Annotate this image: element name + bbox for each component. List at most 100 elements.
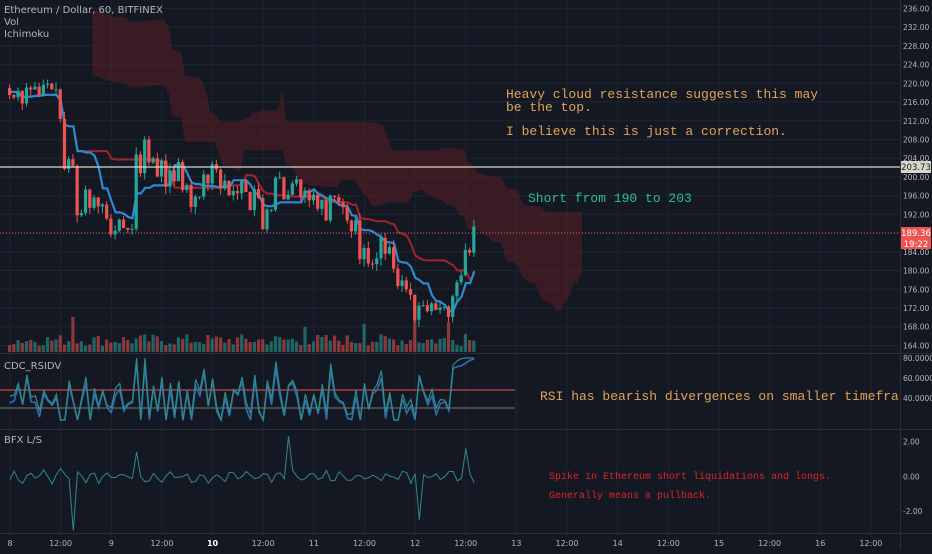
volume-bar (231, 344, 235, 352)
volume-bar (172, 344, 176, 352)
candle (337, 193, 341, 206)
price-tick-label: 236.00 (903, 4, 929, 13)
candle-body (12, 95, 16, 98)
volume-bar (117, 343, 121, 352)
candle (62, 111, 67, 171)
time-tick-label: 12:00 (353, 539, 376, 548)
candle-body (130, 228, 134, 230)
time-tick-label: 12:00 (454, 539, 477, 548)
candle (181, 159, 185, 193)
rsi-tick-label: 40.0000 (903, 394, 932, 403)
price-tick-label: 216.00 (903, 98, 929, 107)
volume-bar (16, 340, 20, 352)
candle-body (24, 87, 29, 104)
candle (134, 147, 138, 232)
candle-body (472, 226, 476, 253)
candle (172, 164, 176, 186)
rsi-line (9, 357, 475, 421)
volume-bar (223, 342, 227, 352)
candle (92, 194, 96, 211)
candle-body (8, 88, 12, 96)
candle (265, 207, 269, 234)
volume-bar (446, 322, 451, 352)
time-tick-label: 14 (613, 539, 623, 548)
candle-body (307, 190, 311, 201)
candle (185, 183, 189, 193)
volume-bar (379, 334, 383, 352)
candle (109, 214, 113, 238)
candle (71, 154, 75, 168)
volume-bar (121, 337, 126, 352)
volume-bar (20, 342, 24, 352)
candle-body (113, 230, 117, 235)
candle (235, 186, 240, 200)
candle-body (332, 195, 337, 198)
candle (328, 194, 332, 223)
ichimoku-legend: Ichimoku (4, 29, 49, 40)
candle (282, 176, 286, 200)
candle (455, 279, 459, 304)
candle-body (16, 90, 20, 98)
short-note: Short from 190 to 203 (528, 191, 692, 206)
rsi-pane[interactable] (0, 357, 515, 423)
volume-bar (155, 336, 159, 352)
candle (392, 239, 396, 273)
candle (294, 175, 299, 187)
candle-body (223, 180, 227, 189)
candle (434, 300, 438, 311)
price-tick-label: 168.00 (903, 323, 929, 332)
candle (442, 306, 446, 311)
candle (417, 302, 421, 328)
candles[interactable] (8, 79, 476, 328)
candle (358, 213, 362, 265)
time-tick-label: 9 (109, 539, 114, 548)
ichimoku-cloud (92, 9, 582, 311)
bfx-line (9, 436, 475, 531)
volume-bar (320, 336, 324, 352)
candle-body (278, 177, 282, 179)
candle-body (138, 154, 143, 174)
candle (155, 152, 159, 178)
candle (16, 87, 20, 102)
volume-bar (349, 341, 354, 352)
candle (269, 209, 273, 213)
volume-bar (202, 344, 206, 352)
candle (45, 79, 50, 89)
volume-bar (126, 340, 130, 352)
candle (176, 157, 181, 182)
price-tick-label: 172.00 (903, 304, 929, 313)
candle (430, 301, 434, 316)
candle (113, 225, 117, 240)
candle-body (202, 174, 206, 197)
candle-body (96, 197, 100, 207)
volume-bar (159, 341, 164, 352)
candle-body (455, 282, 459, 297)
candle (366, 241, 370, 267)
candle-body (345, 207, 349, 221)
volume-bar (472, 340, 476, 352)
candle-body (134, 154, 138, 229)
candle (100, 202, 105, 214)
volume-bar (206, 334, 210, 352)
candle-body (172, 170, 176, 182)
candle (307, 187, 311, 208)
candle-body (383, 237, 387, 254)
volume-bar (235, 337, 240, 352)
candle (421, 300, 425, 307)
candle-body (375, 258, 379, 264)
candle-body (408, 289, 413, 295)
volume-bar (261, 339, 265, 352)
volume-bar (366, 345, 370, 352)
bfx-pane[interactable] (9, 436, 475, 531)
candle-body (256, 189, 261, 198)
candle (375, 252, 379, 271)
candle-body (75, 165, 79, 216)
candle (341, 198, 345, 215)
candle-body (20, 90, 24, 104)
candle-body (299, 179, 303, 198)
volume-bar (337, 340, 341, 352)
volume-bar (29, 339, 33, 352)
candle (324, 199, 328, 221)
